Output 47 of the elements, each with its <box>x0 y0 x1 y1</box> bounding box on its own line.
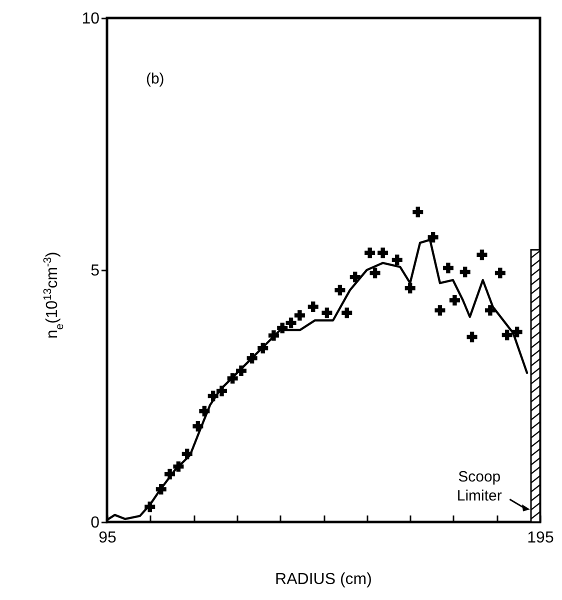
point <box>208 390 218 402</box>
point <box>322 308 332 318</box>
y-tick-label: 0 <box>90 514 100 532</box>
point <box>494 268 506 278</box>
x-tick-label: 195 <box>527 530 554 546</box>
point <box>182 448 192 460</box>
point <box>286 318 296 328</box>
point <box>370 268 380 278</box>
point <box>412 206 424 218</box>
point <box>156 484 166 494</box>
point <box>364 248 376 258</box>
point <box>144 502 156 512</box>
x-axis-title: RADIUS (cm) <box>275 571 372 588</box>
point <box>449 294 460 306</box>
point <box>428 232 438 242</box>
y-tick-label: 10 <box>82 10 100 28</box>
point <box>294 310 305 321</box>
point <box>476 250 488 260</box>
point <box>164 468 176 480</box>
point <box>199 406 210 416</box>
point <box>277 322 288 334</box>
point <box>334 284 346 296</box>
point <box>342 308 352 318</box>
point <box>216 386 227 396</box>
annotation: Scoop Limiter <box>456 468 502 505</box>
point <box>173 461 184 472</box>
x-tick-label: 95 <box>98 530 116 546</box>
point <box>350 272 360 282</box>
point <box>378 248 388 258</box>
point <box>227 373 238 384</box>
point <box>404 282 416 294</box>
y-tick-label: 5 <box>90 262 100 280</box>
point <box>460 266 470 278</box>
point <box>192 420 204 432</box>
point <box>308 302 318 312</box>
point <box>466 332 478 342</box>
point <box>258 342 268 354</box>
point <box>392 254 402 266</box>
point <box>236 366 246 376</box>
point <box>268 330 279 341</box>
point <box>502 330 512 340</box>
point <box>246 352 258 364</box>
point <box>484 305 496 316</box>
point <box>434 305 446 316</box>
annotation: (b) <box>146 70 164 88</box>
point <box>442 262 454 274</box>
point <box>512 326 522 338</box>
